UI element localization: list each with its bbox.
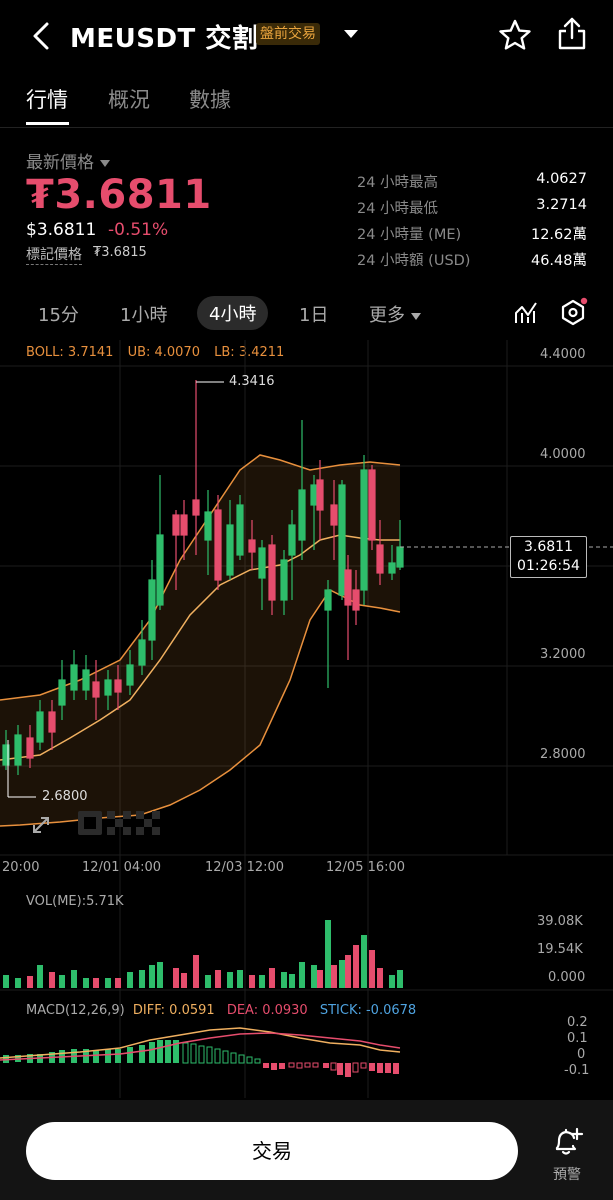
macd-label: MACD(12,26,9) bbox=[26, 1003, 125, 1018]
price-axis-label: 4.4000 bbox=[540, 347, 586, 362]
volume-axis-label: 39.08K bbox=[537, 914, 583, 929]
macd-dea-line bbox=[0, 1032, 401, 1061]
caret-down-icon bbox=[100, 159, 110, 167]
active-tab-indicator bbox=[26, 122, 69, 125]
chevron-down-icon[interactable] bbox=[342, 28, 360, 40]
tab-market[interactable]: 行情 bbox=[26, 88, 68, 112]
candlestick-chart[interactable] bbox=[0, 338, 613, 1098]
indicator-icon[interactable] bbox=[514, 299, 540, 325]
countdown-timer: 01:26:54 bbox=[517, 558, 580, 574]
time-axis-label: 20:00 bbox=[2, 860, 40, 875]
macd-axis-label: -0.1 bbox=[564, 1063, 590, 1078]
interval-4h[interactable]: 4小時 bbox=[197, 296, 269, 330]
interval-selector: 15分 1小時 4小時 1日 更多 bbox=[0, 295, 613, 331]
notification-dot bbox=[580, 297, 588, 305]
macd-histogram bbox=[3, 1040, 399, 1077]
header: MEUSDT 交割 盤前交易 bbox=[0, 0, 613, 70]
volume-bars bbox=[3, 920, 403, 988]
okx-watermark bbox=[78, 811, 160, 835]
price-alert-button[interactable]: 預警 bbox=[543, 1122, 591, 1186]
stat-turnover-label: 24 小時額 (USD) bbox=[357, 253, 471, 269]
time-axis-label: 12/03 12:00 bbox=[205, 860, 285, 875]
caret-down-icon bbox=[411, 312, 421, 320]
grid-lines bbox=[0, 340, 613, 1098]
bottom-action-bar: 交易 預警 bbox=[0, 1100, 613, 1200]
back-arrow-icon[interactable] bbox=[28, 20, 54, 52]
tab-data[interactable]: 數據 bbox=[189, 88, 231, 112]
candles bbox=[2, 380, 404, 775]
time-axis-label: 12/01 04:00 bbox=[82, 860, 162, 875]
boll-lb-value: LB: 3.4211 bbox=[214, 345, 285, 360]
macd-dea-value: DEA: 0.0930 bbox=[226, 1003, 308, 1018]
stat-high-label: 24 小時最高 bbox=[357, 175, 439, 191]
interval-1h[interactable]: 1小時 bbox=[120, 305, 168, 326]
volume-indicator-label[interactable]: VOL(ME):5.71K bbox=[26, 894, 124, 909]
volume-axis-label: 0.000 bbox=[548, 970, 586, 985]
chart-settings-icon[interactable] bbox=[560, 297, 590, 327]
price-change: -0.51% bbox=[108, 220, 169, 240]
stat-volume-label: 24 小時量 (ME) bbox=[357, 227, 462, 243]
price-axis-label: 2.8000 bbox=[540, 747, 586, 762]
tab-bar: 行情 概況 數據 bbox=[0, 82, 613, 128]
pre-market-badge: 盤前交易 bbox=[256, 23, 320, 45]
macd-axis-label: 0.2 bbox=[567, 1015, 588, 1030]
share-icon[interactable] bbox=[556, 16, 588, 52]
current-price-tag: 3.6811 01:26:54 bbox=[510, 536, 587, 578]
latest-price-label[interactable]: 最新價格 bbox=[26, 148, 110, 173]
boll-middle-line bbox=[0, 534, 400, 761]
boll-band bbox=[0, 455, 400, 826]
favorite-star-icon[interactable] bbox=[498, 18, 532, 52]
page-title[interactable]: MEUSDT 交割 bbox=[70, 24, 259, 54]
stat-low-label: 24 小時最低 bbox=[357, 201, 439, 217]
macd-legend[interactable]: MACD(12,26,9) DIFF: 0.0591 DEA: 0.0930 S… bbox=[26, 1003, 416, 1018]
macd-axis-label: 0.1 bbox=[567, 1031, 588, 1046]
macd-axis-label: 0 bbox=[577, 1047, 586, 1062]
price-axis-label: 4.0000 bbox=[540, 447, 586, 462]
last-price: ₮3.6811 bbox=[26, 172, 212, 218]
interval-15m[interactable]: 15分 bbox=[38, 305, 79, 326]
boll-value: BOLL: 3.7141 bbox=[26, 345, 114, 360]
high-marker-label: 4.3416 bbox=[229, 374, 275, 389]
macd-stick-value: STICK: -0.0678 bbox=[319, 1003, 417, 1018]
mark-price-label[interactable]: 標記價格 bbox=[26, 244, 82, 265]
price-usd: $3.6811 bbox=[26, 220, 97, 240]
trade-button[interactable]: 交易 bbox=[26, 1122, 518, 1180]
macd-diff-line bbox=[0, 1027, 401, 1059]
low-marker-label: 2.6800 bbox=[42, 789, 88, 804]
price-axis-label: 3.2000 bbox=[540, 647, 586, 662]
interval-1d[interactable]: 1日 bbox=[299, 305, 329, 326]
stat-turnover-value: 46.48萬 bbox=[530, 253, 587, 269]
mark-price-value: ₮3.6815 bbox=[93, 245, 147, 260]
bell-plus-icon bbox=[555, 1127, 584, 1155]
stat-volume-value: 12.62萬 bbox=[530, 227, 587, 243]
current-price-tag-value: 3.6811 bbox=[524, 539, 573, 555]
boll-legend[interactable]: BOLL: 3.7141 UB: 4.0070 LB: 3.4211 bbox=[26, 345, 294, 360]
fullscreen-expand-icon[interactable] bbox=[33, 817, 49, 833]
time-axis-label: 12/05 16:00 bbox=[326, 860, 406, 875]
boll-ub-value: UB: 4.0070 bbox=[127, 345, 200, 360]
tab-overview[interactable]: 概況 bbox=[108, 88, 150, 112]
volume-axis-label: 19.54K bbox=[537, 942, 583, 957]
alert-label: 預警 bbox=[553, 1167, 581, 1183]
stat-high-value: 4.0627 bbox=[536, 171, 587, 187]
macd-diff-value: DIFF: 0.0591 bbox=[132, 1003, 215, 1018]
interval-more[interactable]: 更多 bbox=[369, 301, 421, 327]
stat-low-value: 3.2714 bbox=[536, 197, 587, 213]
